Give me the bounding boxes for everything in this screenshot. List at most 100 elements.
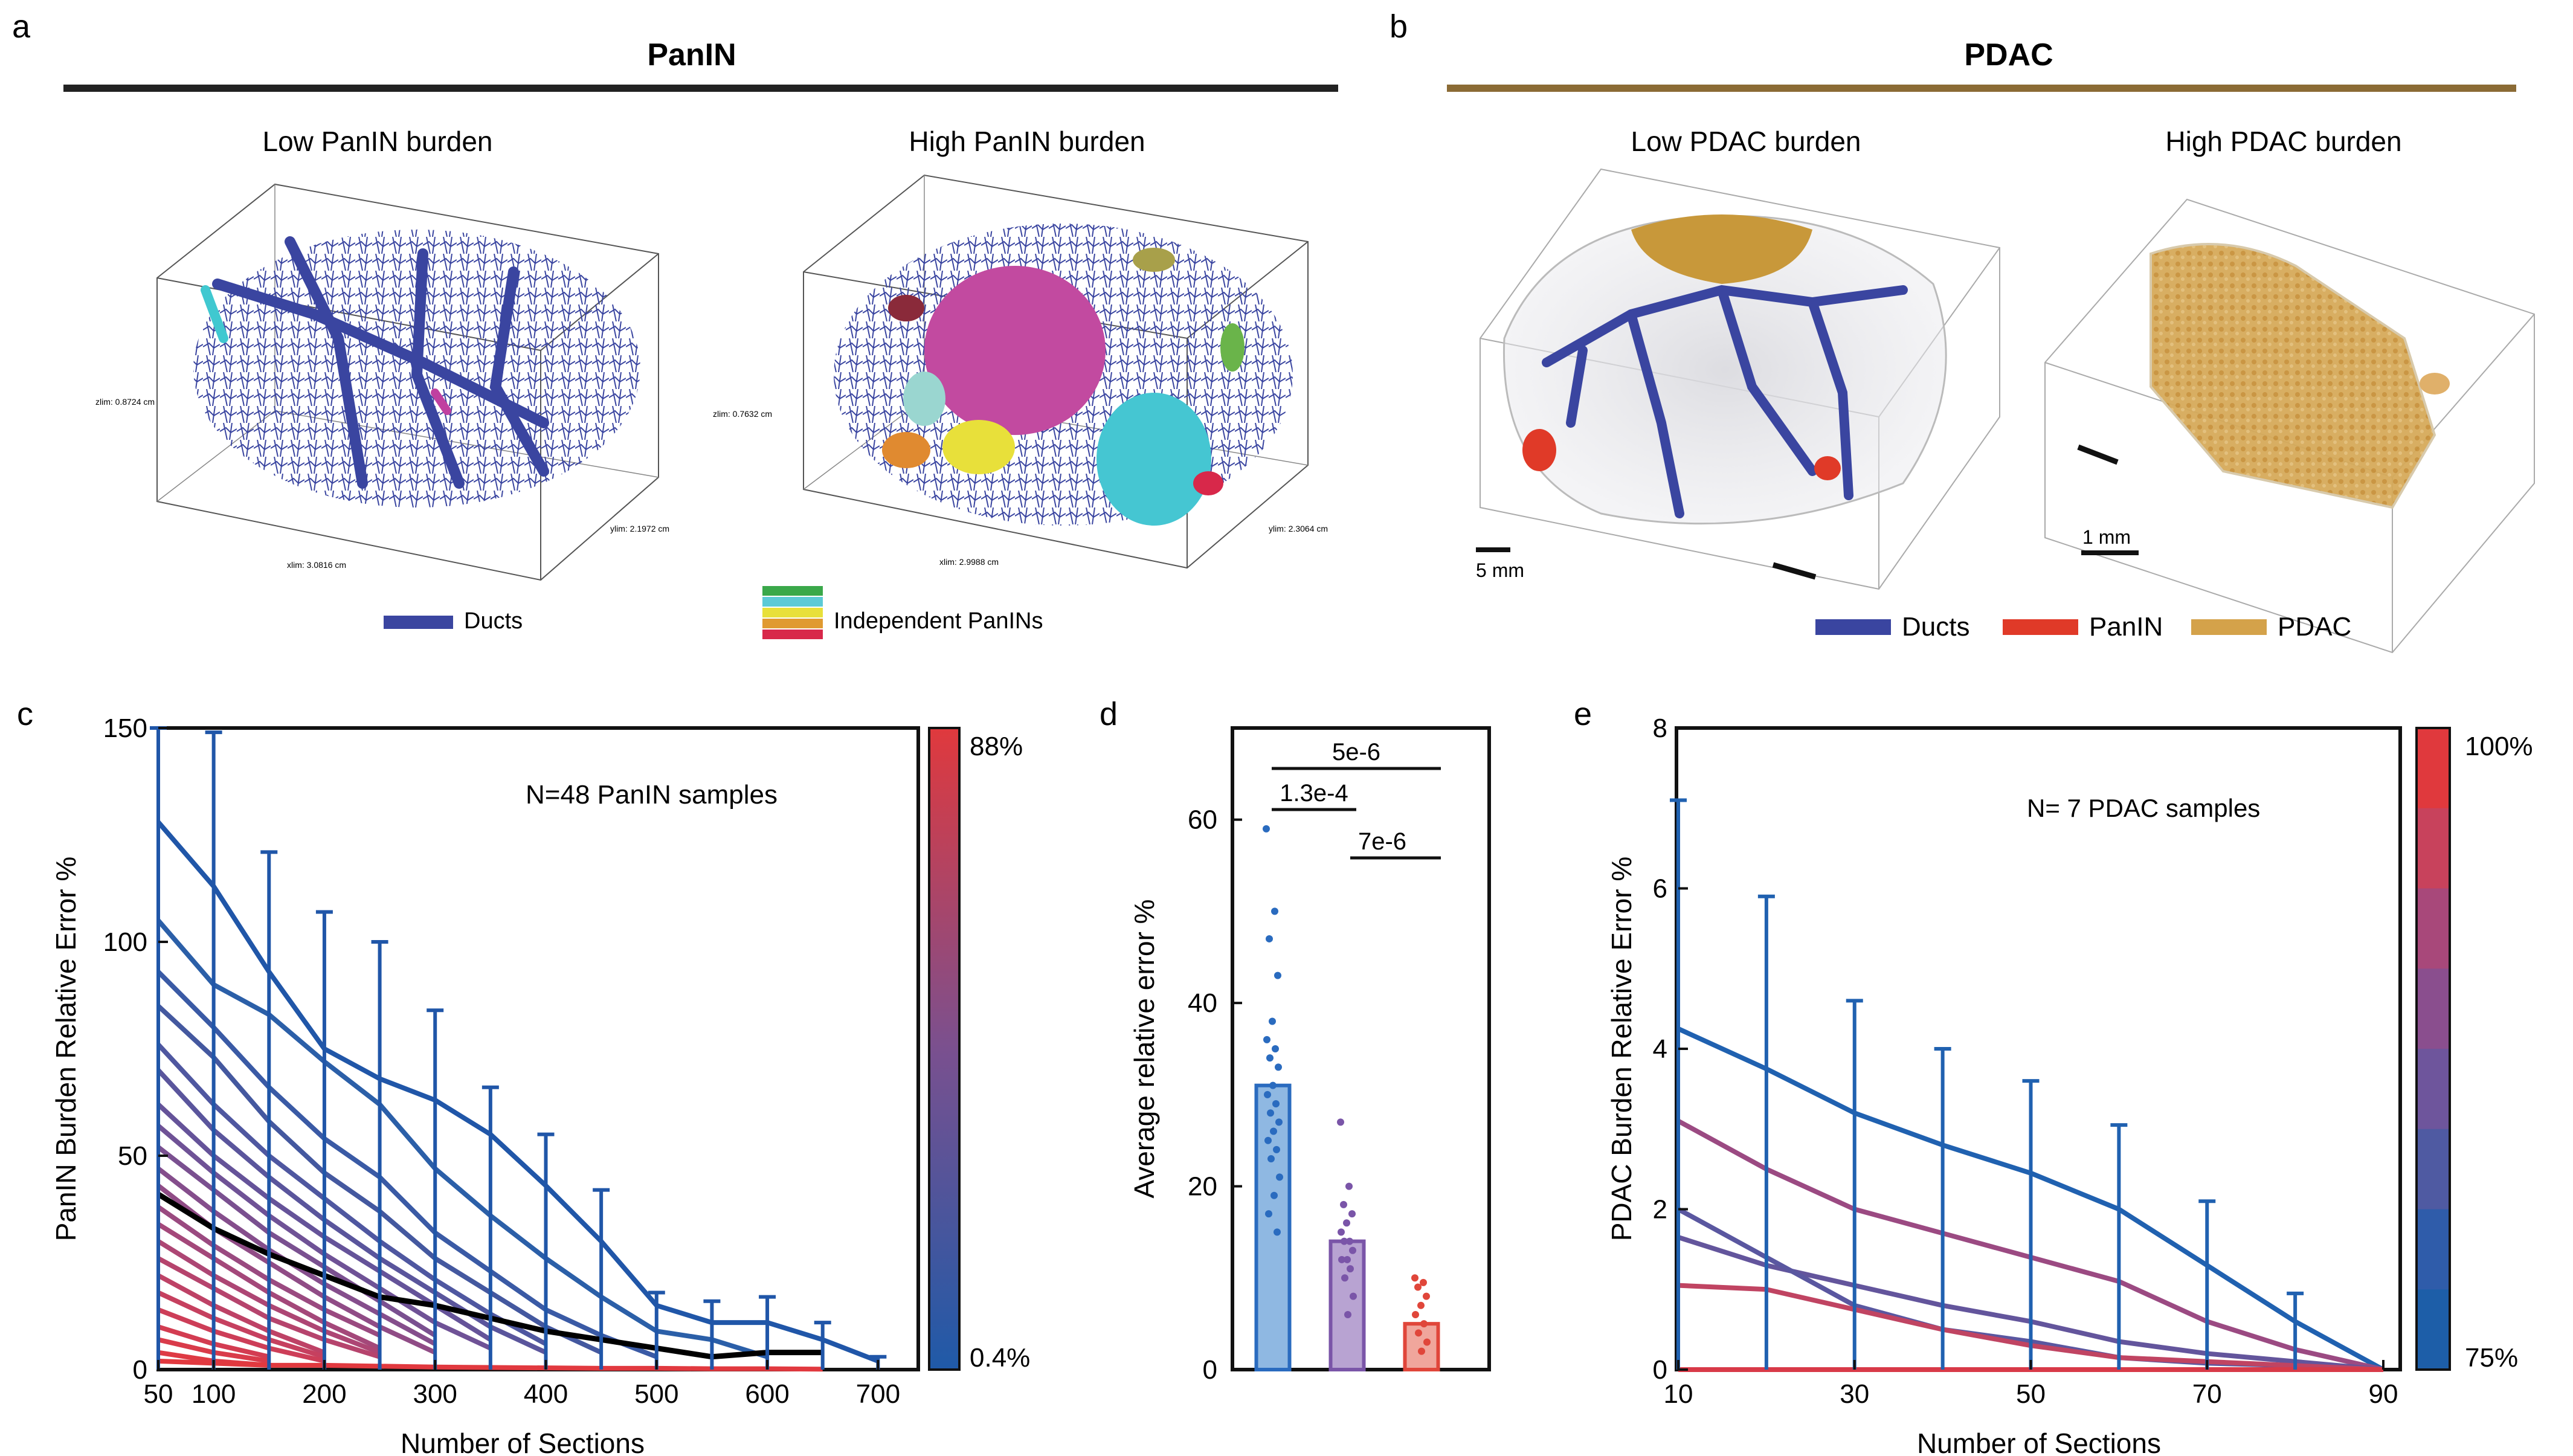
panel-e: e 10 30 50 70 90 0 2 4 6 8 N= 7 PDAC samples Num… xyxy=(1574,696,2533,1456)
panin-lightblue xyxy=(903,372,945,426)
data-point xyxy=(1337,1118,1344,1126)
chart-d-bars xyxy=(1254,1083,1440,1372)
panel-b: b PDAC Low PDAC burden High PDAC burden … xyxy=(1390,8,2535,654)
series-line-5 xyxy=(156,1043,547,1347)
colorbar-step xyxy=(2417,1289,2450,1370)
colorbar-step xyxy=(2417,968,2450,1049)
chart-c-colorbar-bottom: 0.4% xyxy=(970,1343,1030,1373)
legend-ducts-a: Ducts xyxy=(464,608,523,634)
data-point xyxy=(1266,1054,1274,1062)
series-line-16 xyxy=(157,1273,326,1355)
high-xlim-label: xlim: 2.9988 cm xyxy=(939,557,999,567)
data-point xyxy=(1338,1255,1345,1263)
high-zlim-label: zlim: 0.7632 cm xyxy=(713,409,772,419)
data-point xyxy=(1414,1283,1422,1291)
chart-c-series xyxy=(156,820,879,1372)
data-point xyxy=(1411,1274,1419,1282)
chart-c-ylabel: PanIN Burden Relative Error % xyxy=(50,857,82,1242)
colorbar-step xyxy=(2417,1209,2450,1290)
y-tick-label: 6 xyxy=(1653,874,1667,904)
data-point xyxy=(1343,1219,1350,1227)
chart-e-ylabel: PDAC Burden Relative Error % xyxy=(1606,857,1637,1242)
chart-e-colorbar-bottom: 75% xyxy=(2465,1343,2518,1373)
colorbar-step xyxy=(2417,1049,2450,1130)
legend-independent-panins: Independent PanINs xyxy=(834,608,1043,634)
panel-letter-b: b xyxy=(1390,8,1408,45)
panel-d: d 0 20 40 60 5e-6 1.3e-4 7e-6 Average relat… xyxy=(1100,696,1491,1385)
data-point xyxy=(1418,1347,1425,1355)
chart-e-error-bars xyxy=(1670,798,2304,1370)
chart-c-y-ticks: 0 50 100 150 xyxy=(103,714,168,1385)
chart-e-colorbar-top: 100% xyxy=(2465,732,2533,761)
data-point xyxy=(1267,1109,1274,1117)
series-line-9 xyxy=(156,1145,437,1338)
y-tick-label: 4 xyxy=(1653,1034,1667,1064)
data-point xyxy=(1276,1173,1283,1181)
y-tick-label: 150 xyxy=(103,714,147,743)
chart-d-y-ticks: 0 20 40 60 xyxy=(1188,805,1242,1385)
data-point xyxy=(1420,1320,1428,1328)
high-ylim-label: ylim: 2.3064 cm xyxy=(1269,524,1328,533)
series-line-3 xyxy=(156,970,658,1359)
series-line-18 xyxy=(157,1307,325,1364)
panin-orange xyxy=(882,432,930,468)
x-tick-label: 90 xyxy=(2369,1379,2398,1409)
chart-c-x-ticks: 50 100 200 300 400 500 600 700 xyxy=(144,1360,900,1409)
data-point xyxy=(1341,1237,1348,1245)
data-point xyxy=(1338,1228,1345,1236)
high-pdac-title: High PDAC burden xyxy=(2165,126,2401,157)
chart-c-frame xyxy=(156,726,920,1371)
data-point xyxy=(1270,1191,1278,1199)
panin-darkred xyxy=(888,295,924,321)
data-point xyxy=(1415,1329,1422,1337)
data-point xyxy=(1341,1274,1348,1282)
panin-yellow xyxy=(942,420,1015,474)
data-point xyxy=(1275,1063,1282,1071)
y-tick-label: 20 xyxy=(1188,1172,1217,1202)
y-tick-label: 100 xyxy=(103,927,147,957)
data-point xyxy=(1345,1182,1353,1190)
comparison-label-1-2: 1.3e-4 xyxy=(1280,780,1348,807)
data-point xyxy=(1269,1081,1277,1089)
x-tick-label: 100 xyxy=(192,1379,236,1409)
colorbar-step xyxy=(2417,888,2450,970)
chart-e-xlabel: Number of Sections xyxy=(1917,1428,2161,1456)
y-tick-label: 0 xyxy=(133,1355,147,1385)
low-panin-render: zlim: 0.8724 cm xlim: 3.0816 cm ylim: 2.… xyxy=(95,183,669,581)
x-tick-label: 10 xyxy=(1664,1379,1693,1409)
data-point xyxy=(1271,907,1278,915)
data-point xyxy=(1349,1246,1356,1254)
legend-panin-b: PanIN xyxy=(2089,612,2163,642)
chart-e-x-ticks: 10 30 50 70 90 xyxy=(1664,1360,2398,1409)
panel-a: a PanIN Low PanIN burden High PanIN burd… xyxy=(12,8,1338,639)
x-tick-label: 500 xyxy=(634,1379,678,1409)
data-point xyxy=(1263,825,1270,833)
panin-red xyxy=(1193,471,1223,495)
panel-b-header: PDAC xyxy=(1964,37,2053,72)
chart-e-annotation: N= 7 PDAC samples xyxy=(2027,794,2260,822)
chart-d-comparisons: 5e-6 1.3e-4 7e-6 xyxy=(1272,739,1441,860)
data-point xyxy=(1423,1292,1430,1300)
panin-magenta xyxy=(924,266,1106,435)
chart-d-points xyxy=(1263,825,1431,1355)
chart-c-xlabel: Number of Sections xyxy=(401,1428,645,1456)
series-line-17 xyxy=(157,1290,326,1359)
panel-letter-d: d xyxy=(1100,696,1118,732)
high-pdac-render xyxy=(2044,198,2535,654)
panel-b-header-bar xyxy=(1447,85,2516,92)
data-point xyxy=(1274,1228,1281,1236)
legend-independent-swatch xyxy=(762,586,823,639)
data-point xyxy=(1347,1265,1354,1273)
y-tick-label: 60 xyxy=(1188,805,1217,835)
x-tick-label: 30 xyxy=(1840,1379,1869,1409)
panin-cyan xyxy=(1097,393,1211,526)
comparison-label-1-3: 5e-6 xyxy=(1332,739,1380,765)
panin-olive xyxy=(1133,248,1175,272)
low-zlim-label: zlim: 0.8724 cm xyxy=(95,397,155,407)
chart-d-ylabel: Average relative error % xyxy=(1129,899,1160,1198)
low-xlim-label: xlim: 3.0816 cm xyxy=(287,560,346,570)
data-point xyxy=(1344,1255,1351,1263)
data-point xyxy=(1412,1310,1419,1318)
chart-c-colorbar xyxy=(928,727,961,1371)
